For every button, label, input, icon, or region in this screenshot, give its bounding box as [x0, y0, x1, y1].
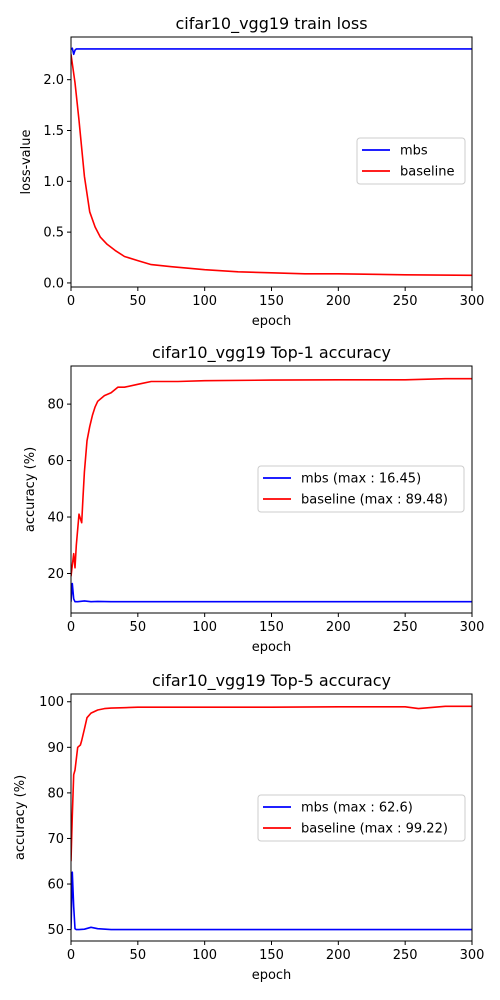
chart-panel-3: 0 50 100 150 200 250 3005060708090100cifar10_v…	[13, 671, 484, 983]
x-tick-label: 300	[460, 620, 485, 635]
y-tick-label: 20	[47, 567, 64, 582]
legend-label-mbs: mbs (max : 62.6)	[301, 801, 413, 816]
series-line-mbs	[71, 582, 472, 603]
x-tick-label: 0	[67, 948, 75, 963]
legend-label-mbs: mbs (max : 16.45)	[301, 472, 421, 487]
y-tick-label: 90	[47, 741, 64, 756]
legend-label-baseline: baseline	[400, 165, 454, 180]
legend-label-baseline: baseline (max : 89.48)	[301, 493, 448, 508]
y-axis-label: accuracy (%)	[13, 775, 28, 860]
y-tick-label: 50	[47, 923, 64, 938]
y-axis-label: accuracy (%)	[23, 447, 38, 532]
x-tick-label: 200	[326, 294, 351, 309]
series-line-mbs	[71, 871, 472, 931]
series-line-baseline	[71, 377, 472, 577]
chart-panel-2: 0 50 100 150 200 250 300 20 40 60 80 cifar10_vgg19 …	[23, 343, 484, 655]
legend: mbs (max : 62.6) baseline (max : 99.22)	[257, 794, 466, 842]
chart-panel-1: 0 50 100 150 200 250 300 0.0 0.5 1.0 1.5 2.0 cifar10…	[19, 14, 484, 329]
y-tick-label: 80	[47, 398, 64, 413]
y-tick-label: 60	[47, 454, 64, 469]
x-tick-label: 250	[393, 620, 418, 635]
series-line-baseline	[71, 705, 472, 862]
x-tick-label: 300	[460, 294, 485, 309]
x-tick-label: 250	[393, 294, 418, 309]
x-tick-label: 50	[130, 294, 147, 309]
y-tick-label: 80	[47, 786, 64, 801]
chart-title: cifar10_vgg19 train loss	[175, 14, 367, 34]
x-tick-label: 150	[259, 620, 284, 635]
y-tick-label: 2.0	[43, 73, 64, 88]
x-tick-label: 0	[67, 294, 75, 309]
legend: mbs baseline	[356, 137, 466, 185]
y-tick-label: 70	[47, 832, 64, 847]
y-axis-label: loss-value	[19, 130, 34, 195]
y-tick-label: 0.0	[43, 276, 64, 291]
x-tick-label: 100	[192, 948, 217, 963]
x-tick-label: 100	[192, 294, 217, 309]
x-tick-label: 100	[192, 620, 217, 635]
chart-title: cifar10_vgg19 Top-1 accuracy	[152, 343, 391, 363]
x-axis-label: epoch	[252, 314, 292, 329]
x-tick-label: 200	[326, 948, 351, 963]
x-tick-label: 150	[259, 948, 284, 963]
legend-label-mbs: mbs	[400, 144, 428, 159]
x-axis-label: epoch	[252, 968, 292, 983]
x-tick-label: 250	[393, 948, 418, 963]
y-tick-label: 60	[47, 878, 64, 893]
legend-label-baseline: baseline (max : 99.22)	[301, 822, 448, 837]
x-tick-label: 50	[130, 948, 147, 963]
x-tick-label: 300	[460, 948, 485, 963]
series-line-mbs	[71, 47, 472, 56]
y-tick-label: 40	[47, 511, 64, 526]
legend: mbs (max : 16.45) baseline (max : 89.48)	[257, 465, 465, 513]
x-tick-label: 200	[326, 620, 351, 635]
series-line-baseline	[71, 54, 472, 277]
y-tick-label: 1.5	[43, 124, 64, 139]
y-tick-label: 1.0	[43, 175, 64, 190]
x-axis-label: epoch	[252, 640, 292, 655]
legend-box	[257, 794, 466, 842]
x-tick-label: 150	[259, 294, 284, 309]
x-tick-label: 50	[130, 620, 147, 635]
legend-box	[257, 465, 465, 513]
chart-title: cifar10_vgg19 Top-5 accuracy	[152, 671, 391, 691]
x-tick-label: 0	[67, 620, 75, 635]
y-tick-label: 100	[39, 695, 64, 710]
y-tick-label: 0.5	[43, 226, 64, 241]
